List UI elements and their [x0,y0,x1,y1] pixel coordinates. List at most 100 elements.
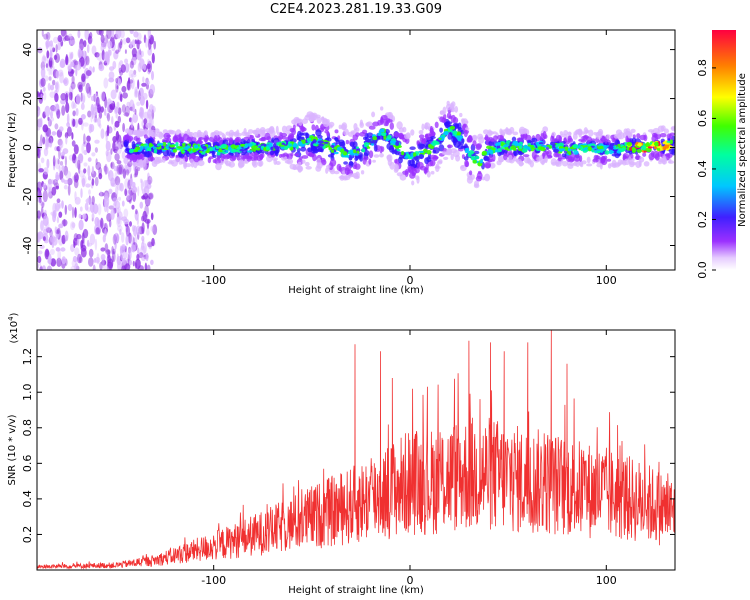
noise-blob [151,52,155,64]
halo-blob [434,121,439,128]
noise-blob [104,243,109,253]
noise-blob [124,188,128,197]
noise-blob [70,221,75,231]
halo-blob [418,134,425,139]
noise-blob [121,85,127,93]
ridge-blob [523,144,528,150]
ridge-blob [219,149,223,153]
halo-blob [240,153,248,159]
noise-blob [45,227,52,233]
ridge-blob [372,136,378,141]
noise-blob [91,178,95,186]
noise-blob [86,135,91,142]
halo-blob [447,133,453,140]
halo-blob [197,131,204,138]
halo-blob [257,160,264,167]
noise-blob [130,77,135,90]
halo-blob [461,120,469,124]
x-tick-label: -100 [201,574,226,587]
noise-blob [103,77,109,89]
halo-blob [305,166,312,170]
noise-blob [112,234,117,245]
noise-blob [41,55,47,66]
noise-blob [131,47,137,58]
noise-blob [41,202,45,208]
y-tick-label: -20 [21,188,34,206]
halo-blob [471,134,478,142]
halo-blob [301,118,308,124]
noise-blob [45,250,50,258]
ridge-blob [608,145,614,149]
noise-blob [59,72,64,84]
noise-blob [42,182,47,189]
noise-blob [49,248,55,255]
halo-blob [505,127,509,135]
noise-blob [43,33,49,40]
halo-blob [402,126,407,133]
halo-blob [326,164,331,169]
halo-blob [135,154,143,160]
y-tick-label: 20 [21,92,34,106]
noise-blob [40,67,46,79]
noise-blob [94,216,100,227]
noise-blob [110,161,115,170]
noise-blob [101,259,107,266]
halo-blob [167,129,175,135]
halo-blob [658,160,663,165]
halo-blob [343,161,348,165]
noise-blob [114,176,121,186]
noise-blob [74,247,80,256]
halo-blob [304,161,310,167]
ridge-blob [215,146,220,150]
halo-blob [311,124,316,131]
halo-blob [350,130,355,135]
ridge-blob [148,142,153,148]
halo-blob [429,130,436,138]
halo-blob [606,158,612,162]
noise-blob [100,254,106,261]
ridge-blob [233,146,237,149]
ridge-blob [479,160,484,164]
ridge-blob [239,149,245,152]
noise-blob [97,116,101,127]
noise-blob [57,42,61,51]
ridge-blob [290,141,294,144]
halo-blob [426,171,431,178]
ridge-blob [386,134,392,140]
noise-blob [112,248,116,255]
noise-blob [104,96,108,109]
ridge-blob [539,142,544,145]
halo-blob [430,136,436,139]
noise-blob [82,95,86,103]
noise-blob [40,206,44,218]
halo-blob [663,128,670,134]
halo-blob [377,119,382,126]
halo-blob [669,132,675,136]
halo-blob [235,132,242,137]
halo-blob [279,132,283,137]
halo-blob [221,132,225,138]
halo-blob [563,130,569,136]
halo-blob [275,125,279,134]
noise-blob [67,65,72,72]
noise-blob [83,149,88,156]
noise-blob [80,244,87,252]
y-tick-label: 1.0 [21,383,34,401]
ridge-blob [438,137,442,140]
halo-blob [444,121,451,129]
ridge-blob [377,132,382,136]
halo-blob [128,135,134,142]
halo-blob [518,126,526,135]
halo-blob [572,133,578,140]
noise-blob [121,265,126,270]
noise-blob [85,70,92,76]
ridge-blob [205,150,210,154]
halo-blob [635,160,642,169]
ridge-blob [491,147,496,151]
noise-blob [73,174,77,182]
halo-blob [148,137,154,145]
noise-blob [106,151,112,163]
noise-blob [111,116,114,125]
chart-title: C2E4.2023.281.19.33.G09 [269,2,443,17]
noise-blob [114,120,120,128]
